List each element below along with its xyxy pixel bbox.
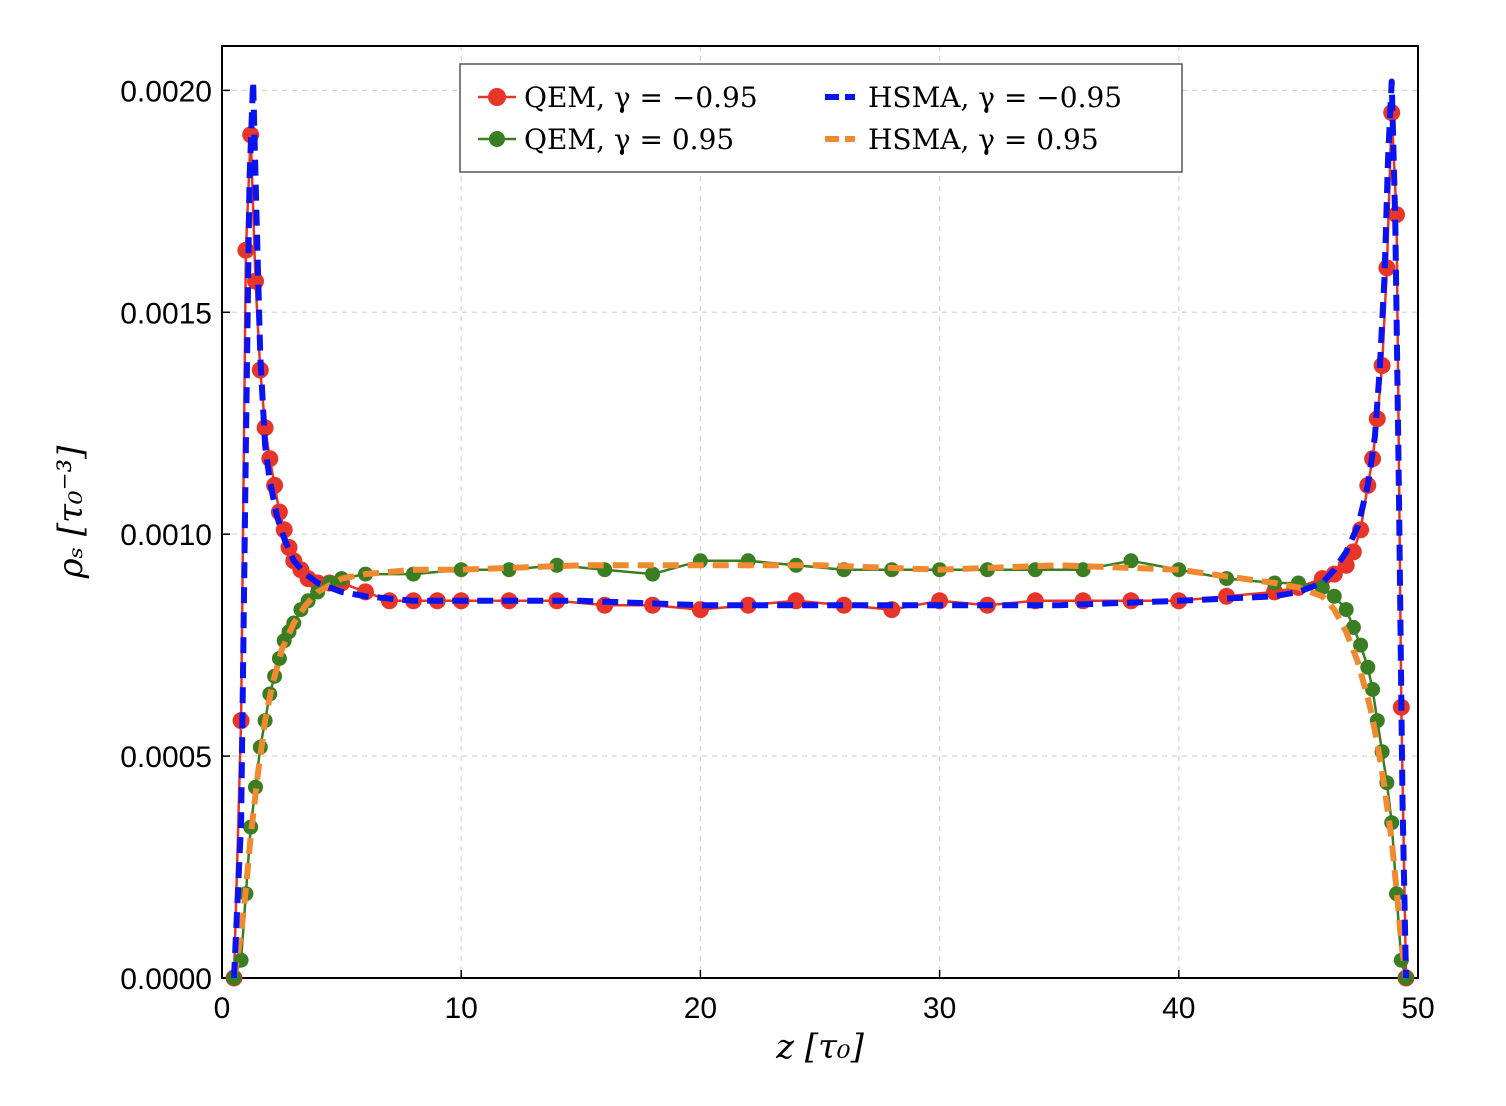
legend-label-hsma-pos: HSMA, γ = 0.95 [868,123,1099,156]
y-tick-label: 0.0005 [120,741,212,774]
data-point-series-0 [739,596,757,614]
data-point-series-1 [1353,637,1369,653]
series-line-dashed-3 [231,562,1409,979]
legend-label-qem-pos: QEM, γ = 0.95 [524,123,734,156]
data-point-series-1 [1338,602,1354,618]
legend: QEM, γ = −0.95 QEM, γ = 0.95 HSMA, γ = −… [459,63,1183,173]
y-tick-label: 0.0010 [120,519,212,552]
series-line-dashed-2 [231,78,1409,979]
data-point-series-1 [453,562,469,578]
data-point-series-1 [248,779,263,795]
data-point-series-1 [645,566,661,582]
legend-label-hsma-neg: HSMA, γ = −0.95 [868,81,1122,114]
data-point-series-0 [835,596,853,614]
data-point-series-1 [1314,579,1330,595]
data-point-series-1 [1075,562,1091,578]
legend-swatch-qem-pos-marker [489,131,505,147]
grid-lines [222,46,1418,978]
y-tick-label: 0.0015 [120,297,212,330]
series-line-1 [232,559,1408,979]
x-tick-label: 30 [923,992,956,1025]
data-point-series-1 [1326,588,1342,604]
data-point-series-0 [1344,543,1362,561]
data-point-series-1 [1171,562,1187,578]
data-point-series-0 [1368,410,1386,428]
data-point-series-1 [1345,619,1361,635]
y-tick-label: 0.0020 [120,75,212,108]
y-axis-label: ρₛ [τ₀⁻³] [51,445,91,580]
series-line-0 [232,111,1408,979]
legend-box [459,63,1183,173]
data-point-series-1 [1365,682,1381,697]
x-axis-label: z [τ₀] [775,1027,864,1067]
y-tick-label: 0.0000 [120,963,212,996]
plot-frame [221,45,1419,979]
data-point-series-0 [256,419,274,437]
legend-swatch-qem-neg-marker [488,88,506,106]
data-point-series-1 [1123,553,1139,569]
series-group [225,78,1415,987]
x-tick-label: 20 [684,992,717,1025]
x-tick-label: 10 [445,992,478,1025]
axis-ticks: 0 10 20 30 40 50 0.0000 0.0005 0.0010 0.0015 0.002… [120,75,1434,1025]
legend-label-qem-neg: QEM, γ = −0.95 [524,81,758,114]
x-tick-label: 50 [1401,992,1434,1025]
data-point-series-1 [1360,659,1376,675]
x-tick-label: 0 [214,992,231,1025]
x-tick-label: 40 [1162,992,1195,1025]
